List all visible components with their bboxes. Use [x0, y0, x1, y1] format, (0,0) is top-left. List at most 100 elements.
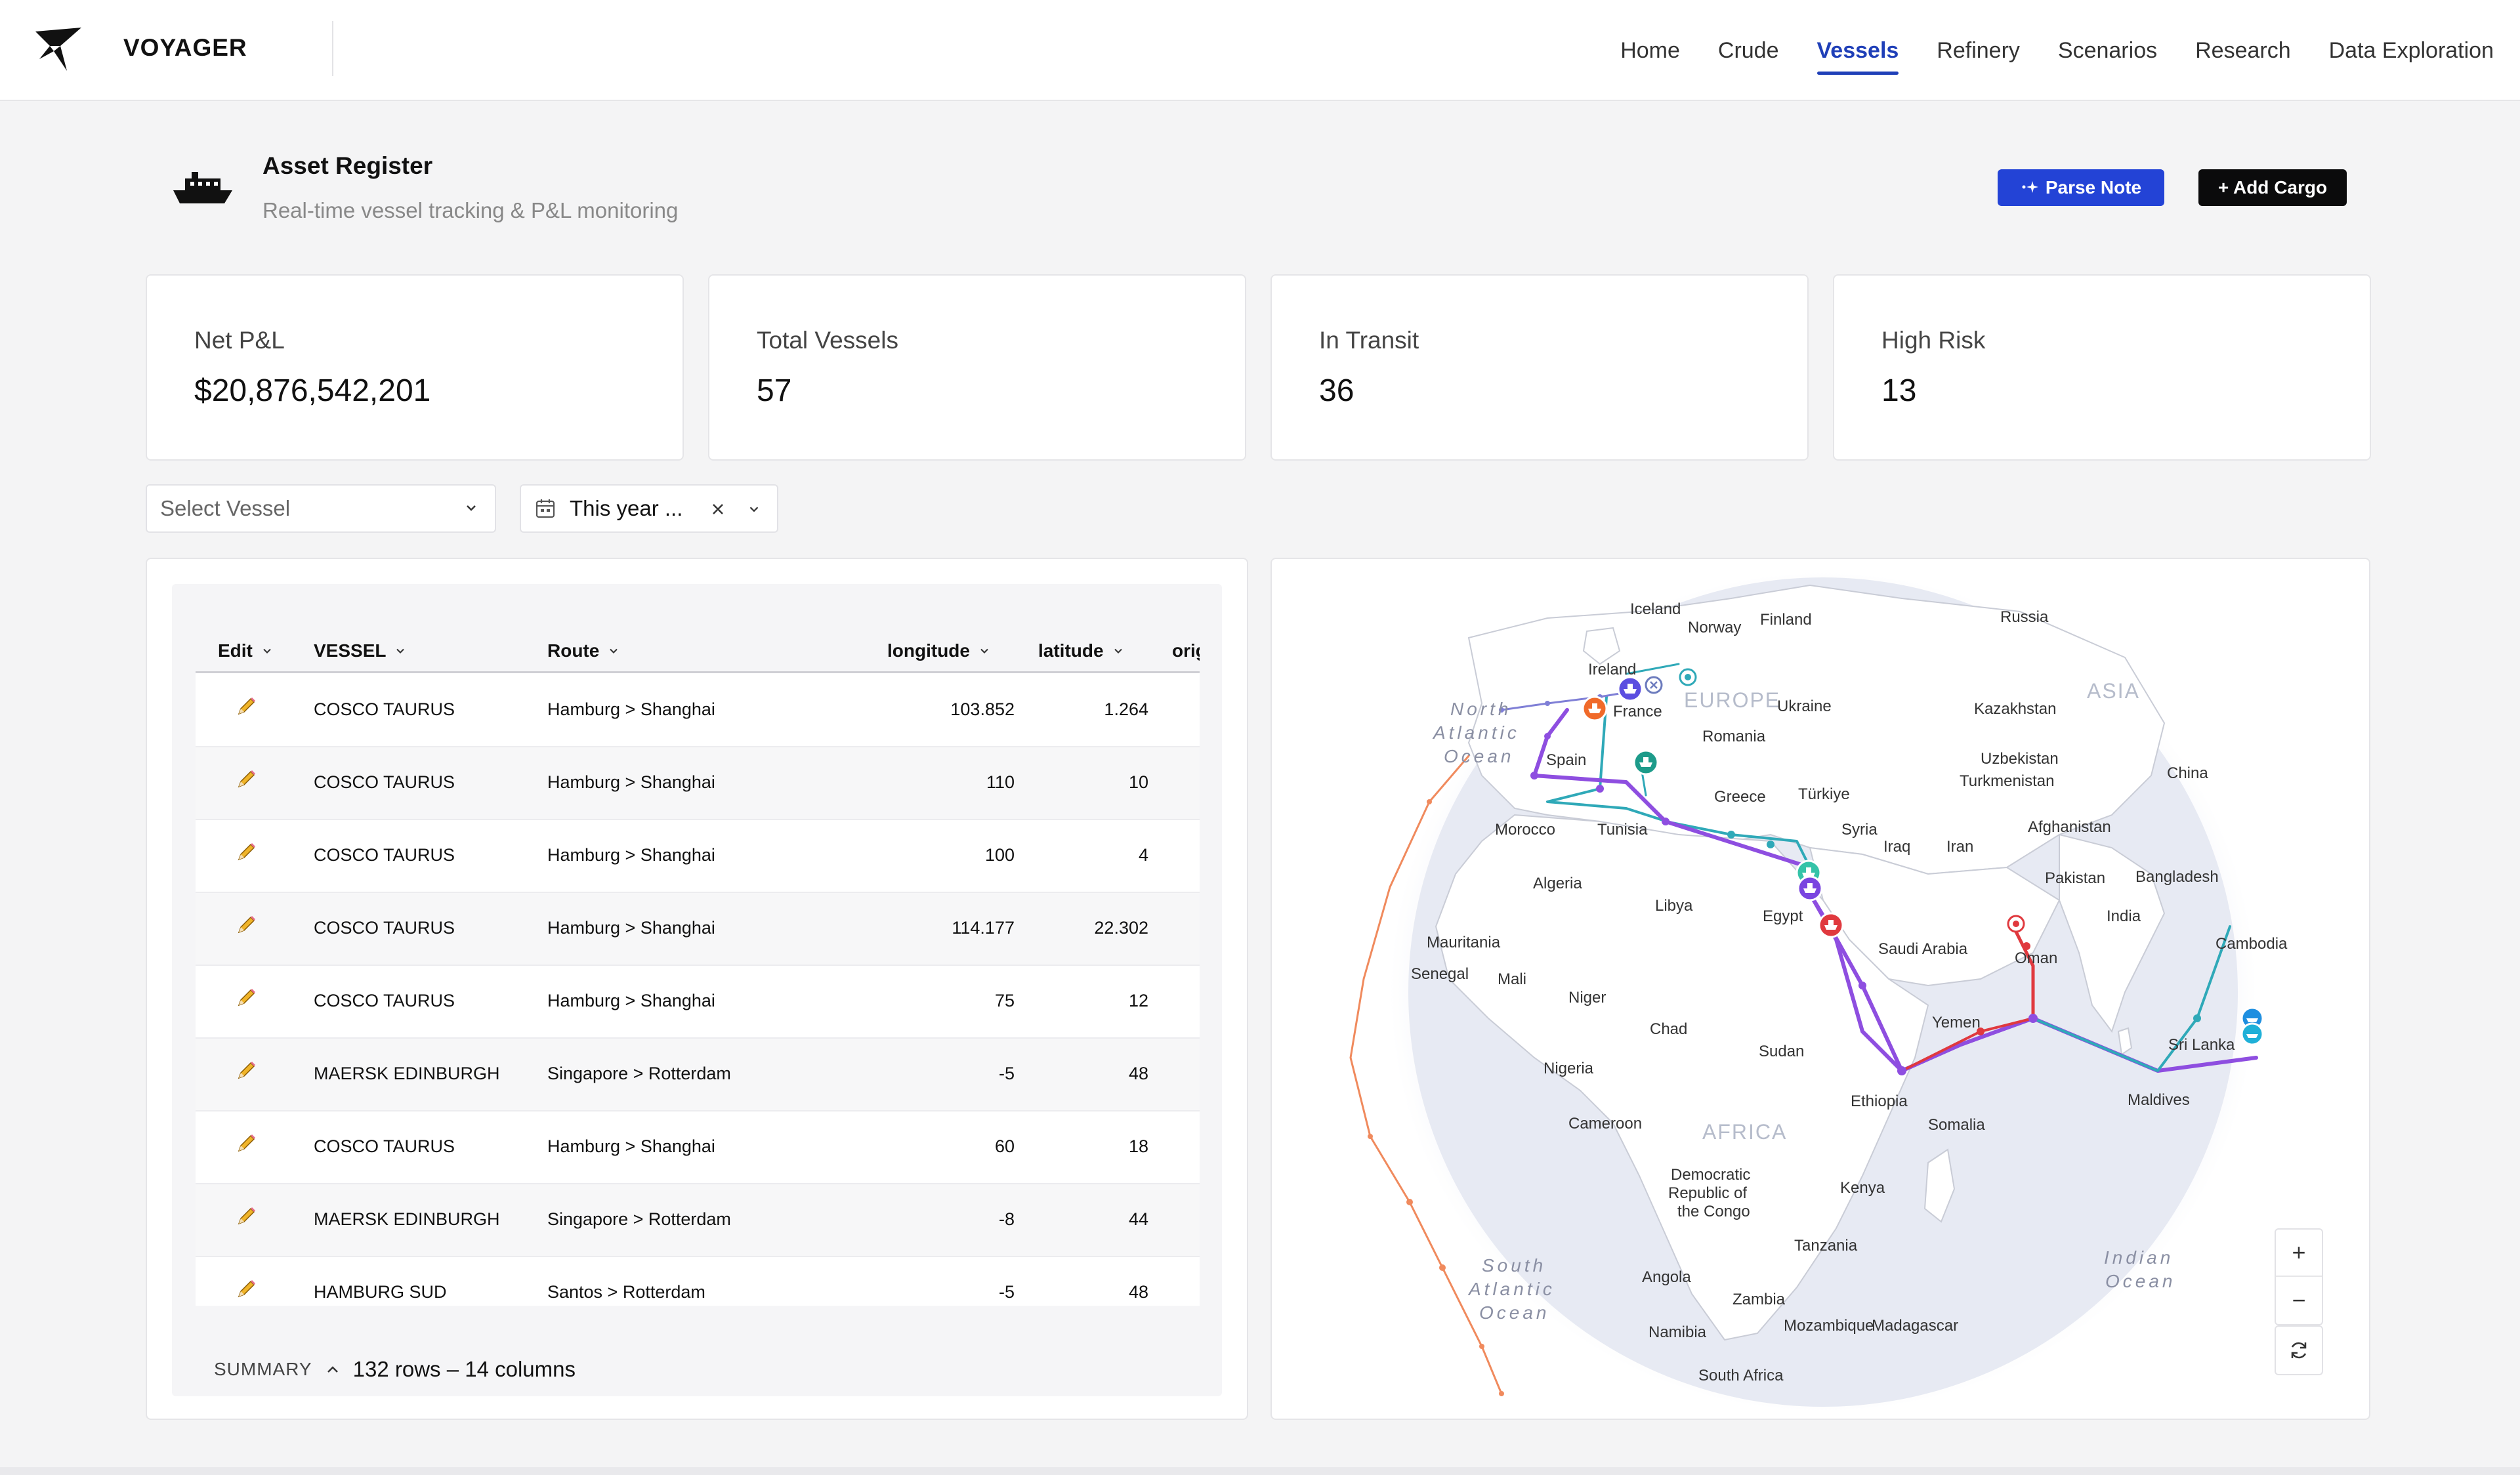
map-label: Kenya: [1840, 1179, 1885, 1197]
reset-view-button[interactable]: [2276, 1327, 2322, 1374]
pencil-icon[interactable]: [235, 1278, 257, 1300]
vessel-markers[interactable]: [1582, 668, 2264, 1046]
cell-vessel: COSCO TAURUS: [314, 991, 455, 1010]
kpi-card-net-pnl: Net P&L $20,876,542,201: [146, 274, 684, 461]
nav-item-home[interactable]: Home: [1620, 37, 1680, 63]
nav-item-scenarios[interactable]: Scenarios: [2057, 37, 2158, 63]
date-range-select[interactable]: This year ...: [520, 484, 778, 533]
ocean-label: North: [1450, 699, 1511, 719]
table-row[interactable]: MAERSK EDINBURGH Singapore > Rotterdam -…: [196, 1184, 1200, 1257]
landmass-sri-lanka: [2117, 1027, 2133, 1056]
kpi-label: In Transit: [1319, 327, 1419, 354]
ocean-label: Atlantic: [1432, 722, 1520, 743]
map-label: Egypt: [1763, 907, 1803, 925]
route-node: [1662, 818, 1670, 825]
landmass-india: [2059, 833, 2166, 1033]
route-node: [1977, 1028, 1984, 1035]
map-label: Saudi Arabia: [1878, 940, 1968, 958]
pencil-icon[interactable]: [235, 1060, 257, 1082]
kpi-value: 36: [1319, 373, 1354, 408]
table-row[interactable]: COSCO TAURUS Hamburg > Shanghai 75 12: [196, 966, 1200, 1039]
map-label: Iceland: [1630, 600, 1681, 618]
route-orange: [1349, 755, 1503, 1395]
pencil-icon[interactable]: [235, 768, 257, 791]
table-row[interactable]: COSCO TAURUS Hamburg > Shanghai 100 4: [196, 820, 1200, 893]
table-row[interactable]: COSCO TAURUS Hamburg > Shanghai 103.852 …: [196, 675, 1200, 747]
zoom-out-button[interactable]: −: [2292, 1287, 2306, 1314]
table-row[interactable]: HAMBURG SUD Santos > Rotterdam -5 48: [196, 1257, 1200, 1306]
cell-longitude: 103.852: [950, 699, 1015, 719]
nav-item-data-exploration[interactable]: Data Exploration: [2328, 37, 2494, 63]
map-label: Türkiye: [1798, 785, 1850, 803]
vessel-marker-purple: [1617, 676, 1643, 702]
column-header-label: Route: [547, 640, 600, 661]
route-node: [1406, 1199, 1413, 1205]
clear-icon[interactable]: [710, 501, 726, 517]
map-label: France: [1613, 703, 1662, 720]
column-header-route[interactable]: Route: [547, 640, 620, 661]
route-node: [1596, 785, 1604, 793]
map-label: Bangladesh: [2135, 868, 2219, 886]
map-label: Namibia: [1648, 1323, 1707, 1341]
route-node: [1530, 772, 1538, 779]
data-grid[interactable]: Edit VESSEL Route longitude latitude: [196, 623, 1200, 1306]
map-label: Cambodia: [2216, 935, 2288, 953]
cell-latitude: 18: [1128, 1136, 1148, 1156]
pencil-icon[interactable]: [235, 914, 257, 936]
map-label: Cameroon: [1568, 1115, 1642, 1132]
map-label: Madagascar: [1872, 1317, 1958, 1335]
map-label: Mozambique: [1784, 1317, 1874, 1335]
map-label: Yemen: [1932, 1014, 1981, 1031]
column-header-latitude[interactable]: latitude: [1038, 640, 1125, 661]
nav-item-vessels[interactable]: Vessels: [1816, 0, 1899, 101]
column-header-edit[interactable]: Edit: [218, 640, 274, 661]
page-title: Asset Register: [262, 152, 433, 179]
pencil-icon[interactable]: [235, 841, 257, 863]
map-label: Ukraine: [1777, 697, 1832, 715]
chevron-down-icon: [467, 505, 476, 511]
caret-up-icon[interactable]: [324, 1361, 341, 1378]
ocean-label: Ocean: [2105, 1271, 2176, 1291]
column-header-vessel[interactable]: VESSEL: [314, 640, 407, 661]
cell-vessel: COSCO TAURUS: [314, 845, 455, 865]
cell-vessel: MAERSK EDINBURGH: [314, 1064, 500, 1083]
pencil-icon[interactable]: [235, 1205, 257, 1228]
summary-row-count: 132 rows – 14 columns: [352, 1357, 576, 1381]
map-label: Iraq: [1883, 838, 1910, 856]
table-row[interactable]: COSCO TAURUS Hamburg > Shanghai 110 10: [196, 747, 1200, 820]
topbar-divider: [332, 21, 333, 76]
ocean-label: Ocean: [1479, 1302, 1550, 1323]
vessel-select[interactable]: Select Vessel: [146, 484, 496, 533]
add-cargo-button[interactable]: + Add Cargo: [2198, 169, 2347, 206]
voyager-logo-icon[interactable]: [34, 26, 83, 72]
map-label: Ethiopia: [1851, 1092, 1908, 1110]
brand-name[interactable]: VOYAGER: [123, 34, 247, 61]
pencil-icon[interactable]: [235, 987, 257, 1009]
map-label: Republic of: [1668, 1184, 1747, 1202]
map-label: Somalia: [1928, 1116, 1985, 1134]
nav-item-refinery[interactable]: Refinery: [1937, 37, 2020, 63]
table-row[interactable]: COSCO TAURUS Hamburg > Shanghai 60 18: [196, 1111, 1200, 1184]
map-label: Mauritania: [1427, 934, 1501, 951]
route-node: [1439, 1264, 1446, 1271]
chevron-down-icon[interactable]: [747, 502, 761, 516]
vessel-select-placeholder: Select Vessel: [160, 496, 291, 520]
date-range-value: This year ...: [570, 496, 683, 520]
globe-map[interactable]: Iceland Norway Finland Russia Ireland Fr…: [1272, 559, 2370, 1420]
pencil-icon[interactable]: [235, 1132, 257, 1155]
column-header-longitude[interactable]: longitude: [887, 640, 991, 661]
map-label: Mali: [1498, 970, 1526, 988]
map-label: Oman: [2015, 949, 2057, 967]
map-label: China: [2167, 764, 2208, 782]
zoom-in-button[interactable]: +: [2276, 1230, 2322, 1277]
map-label: Romania: [1702, 728, 1766, 745]
table-row[interactable]: MAERSK EDINBURGH Singapore > Rotterdam -…: [196, 1039, 1200, 1111]
pencil-icon[interactable]: [235, 696, 257, 718]
table-row[interactable]: COSCO TAURUS Hamburg > Shanghai 114.177 …: [196, 893, 1200, 966]
nav-item-crude[interactable]: Crude: [1717, 37, 1779, 63]
vessel-marker-blue-1: [2240, 1007, 2264, 1030]
column-header-origin[interactable]: orig: [1172, 640, 1200, 661]
chevron-down-icon: [1114, 648, 1122, 654]
nav-item-research[interactable]: Research: [2195, 37, 2291, 63]
parse-note-button[interactable]: Parse Note: [1998, 169, 2164, 206]
